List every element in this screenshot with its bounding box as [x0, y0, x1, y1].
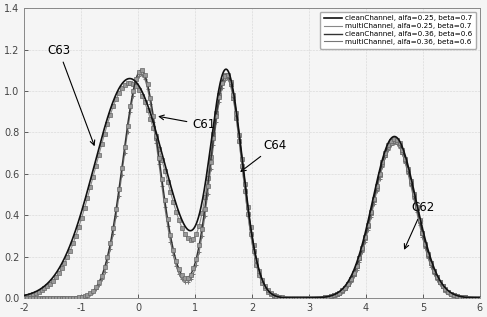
cleanChannel, alfa=0.25, beta=0.7 — [223, 67, 229, 71]
cleanChannel, alfa=0.25, beta=0.7 — [468, 296, 474, 300]
multiChannel, alfa=0.25, beta=0.7 — [100, 136, 106, 140]
multiChannel, alfa=0.25, beta=0.7 — [468, 296, 474, 300]
Text: C62: C62 — [404, 201, 435, 249]
cleanChannel, alfa=0.36, beta=0.6 — [216, 96, 222, 100]
cleanChannel, alfa=0.25, beta=0.7 — [196, 213, 202, 217]
multiChannel, alfa=0.25, beta=0.7 — [216, 95, 222, 99]
cleanChannel, alfa=0.25, beta=0.7 — [74, 226, 79, 230]
Text: C64: C64 — [241, 139, 287, 171]
Line: cleanChannel, alfa=0.36, beta=0.6: cleanChannel, alfa=0.36, beta=0.6 — [24, 70, 480, 298]
Legend: cleanChannel, alfa=0.25, beta=0.7, multiChannel, alfa=0.25, beta=0.7, cleanChann: cleanChannel, alfa=0.25, beta=0.7, multi… — [320, 12, 476, 49]
multiChannel, alfa=0.36, beta=0.6 — [138, 73, 144, 76]
multiChannel, alfa=0.25, beta=0.7 — [223, 73, 229, 76]
multiChannel, alfa=0.25, beta=0.7 — [196, 224, 202, 228]
multiChannel, alfa=0.25, beta=0.7 — [477, 296, 483, 300]
cleanChannel, alfa=0.25, beta=0.7 — [297, 296, 302, 300]
Line: cleanChannel, alfa=0.25, beta=0.7: cleanChannel, alfa=0.25, beta=0.7 — [24, 69, 480, 298]
cleanChannel, alfa=0.36, beta=0.6 — [419, 228, 425, 232]
cleanChannel, alfa=0.25, beta=0.7 — [477, 296, 483, 300]
cleanChannel, alfa=0.36, beta=0.6 — [100, 269, 106, 273]
cleanChannel, alfa=0.25, beta=0.7 — [21, 294, 27, 297]
cleanChannel, alfa=0.25, beta=0.7 — [100, 130, 106, 134]
Line: multiChannel, alfa=0.36, beta=0.6: multiChannel, alfa=0.36, beta=0.6 — [24, 74, 480, 298]
multiChannel, alfa=0.25, beta=0.7 — [74, 233, 79, 236]
multiChannel, alfa=0.36, beta=0.6 — [468, 296, 474, 300]
multiChannel, alfa=0.36, beta=0.6 — [477, 296, 483, 300]
Text: C61: C61 — [159, 115, 216, 131]
multiChannel, alfa=0.36, beta=0.6 — [21, 296, 27, 300]
multiChannel, alfa=0.36, beta=0.6 — [196, 250, 202, 254]
multiChannel, alfa=0.25, beta=0.7 — [419, 230, 425, 234]
multiChannel, alfa=0.36, beta=0.6 — [419, 233, 425, 237]
cleanChannel, alfa=0.36, beta=0.6 — [477, 296, 483, 300]
multiChannel, alfa=0.36, beta=0.6 — [74, 296, 79, 300]
cleanChannel, alfa=0.36, beta=0.6 — [21, 296, 27, 300]
multiChannel, alfa=0.36, beta=0.6 — [216, 102, 222, 106]
multiChannel, alfa=0.25, beta=0.7 — [296, 296, 302, 300]
Line: multiChannel, alfa=0.25, beta=0.7: multiChannel, alfa=0.25, beta=0.7 — [24, 74, 480, 298]
cleanChannel, alfa=0.25, beta=0.7 — [419, 225, 425, 229]
cleanChannel, alfa=0.36, beta=0.6 — [196, 243, 202, 247]
cleanChannel, alfa=0.25, beta=0.7 — [216, 88, 222, 92]
multiChannel, alfa=0.25, beta=0.7 — [21, 294, 27, 298]
cleanChannel, alfa=0.36, beta=0.6 — [468, 296, 474, 300]
Text: C63: C63 — [47, 44, 94, 145]
cleanChannel, alfa=0.36, beta=0.6 — [138, 68, 144, 72]
multiChannel, alfa=0.36, beta=0.6 — [100, 273, 106, 277]
cleanChannel, alfa=0.36, beta=0.6 — [74, 296, 79, 300]
